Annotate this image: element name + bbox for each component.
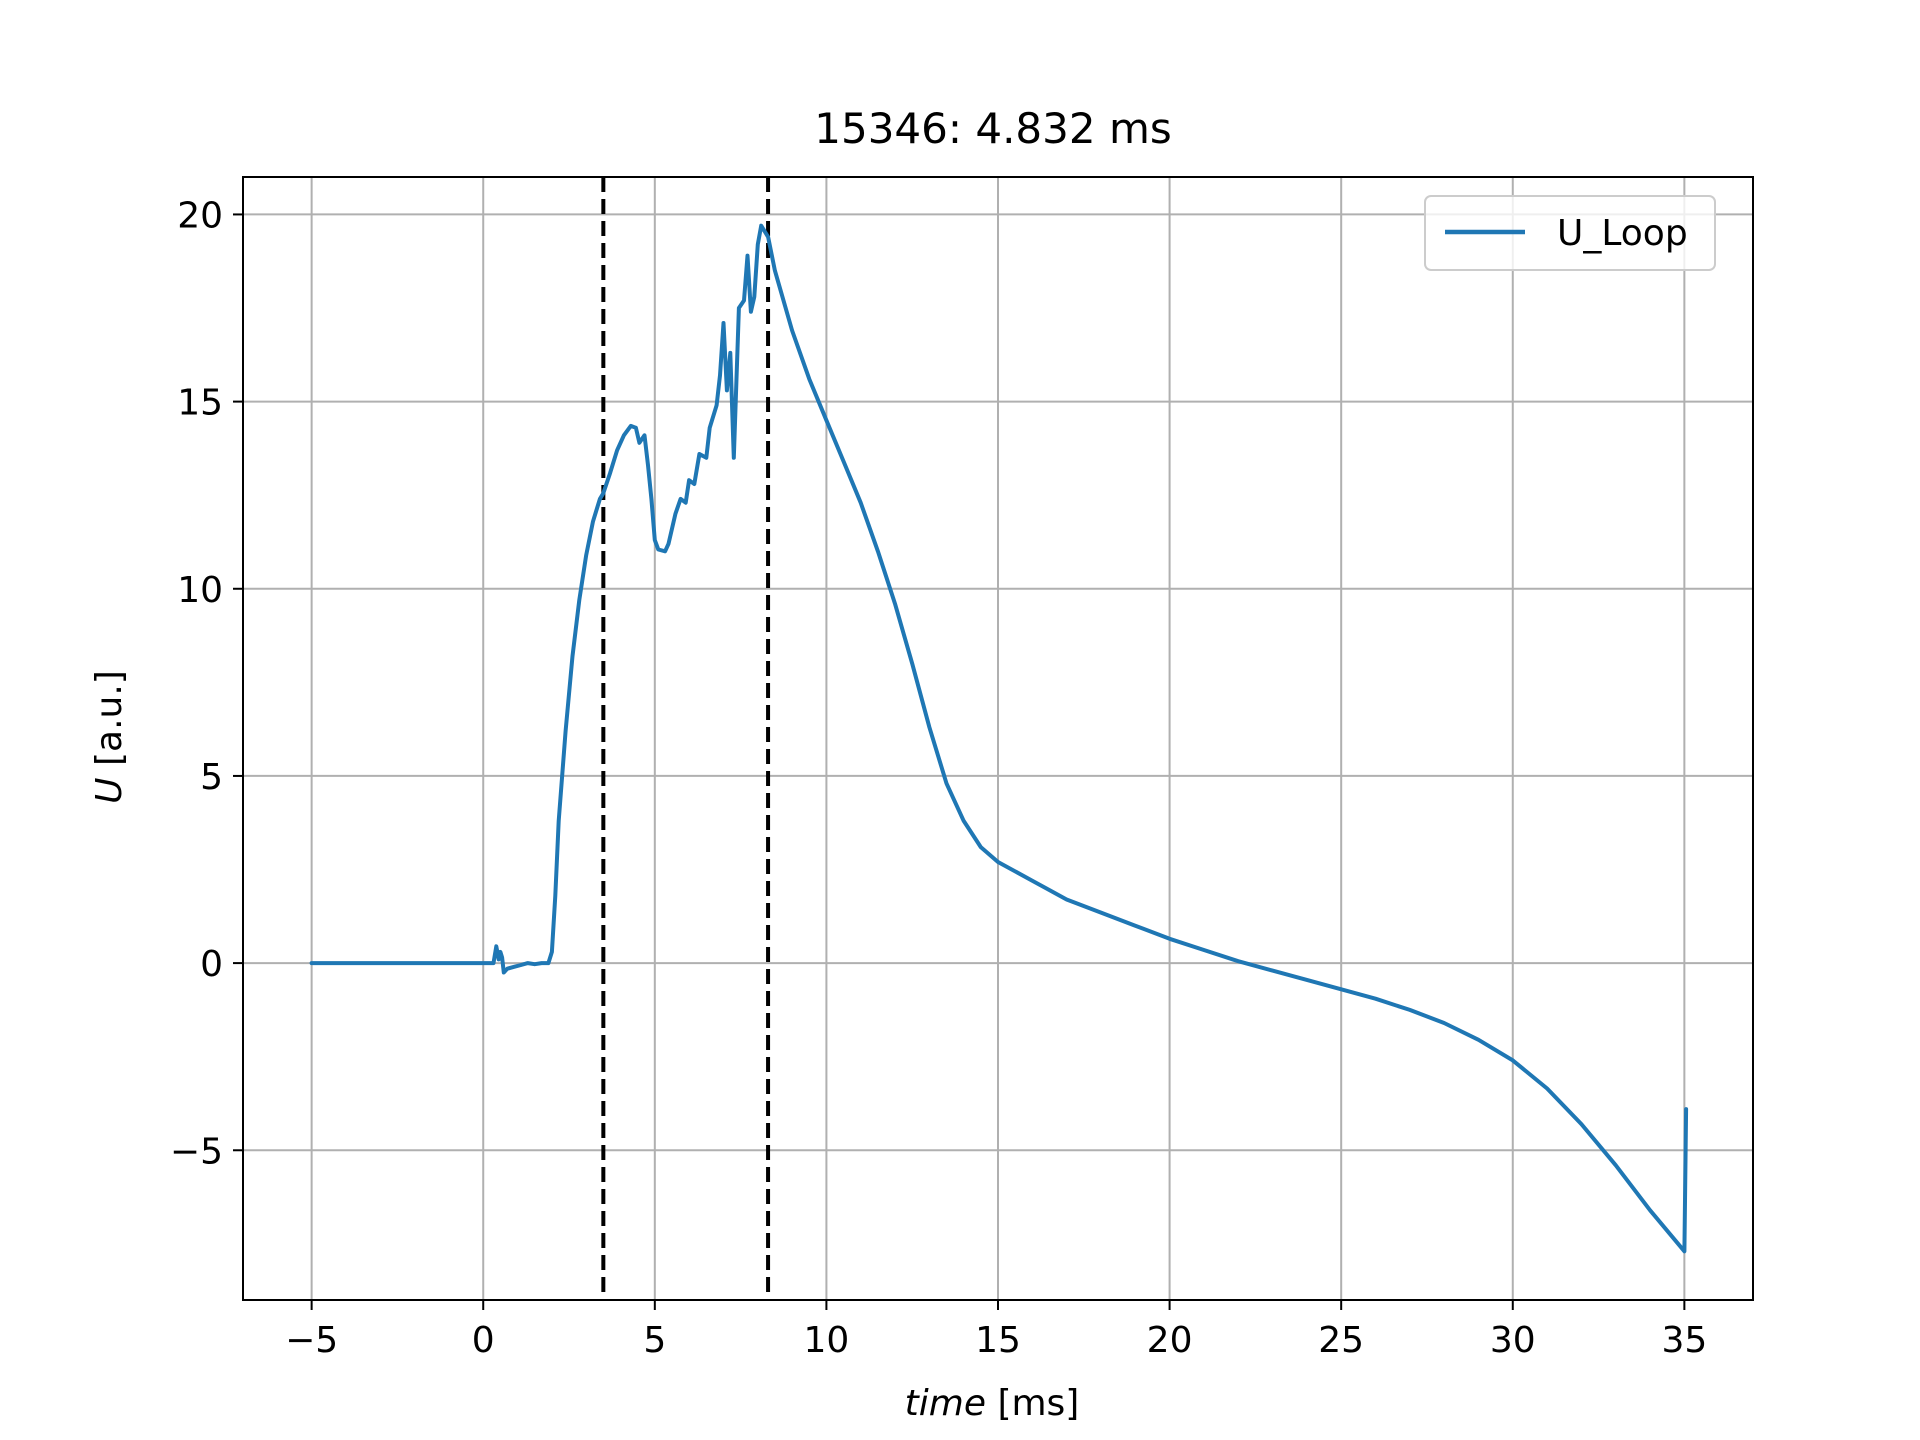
x-axis-ticks: −5 0 5 10 15 20 25 30 35 — [285, 1300, 1707, 1361]
x-tick-label: 5 — [643, 1320, 666, 1361]
legend-label: U_Loop — [1557, 213, 1688, 254]
x-tick-label: 0 — [472, 1320, 495, 1361]
y-tick-label: 0 — [200, 944, 223, 985]
grid — [243, 177, 1753, 1300]
x-tick-label: 15 — [975, 1320, 1021, 1361]
x-axis-label-unit: [ms] — [997, 1383, 1079, 1424]
x-axis-label: time [ms] — [905, 1383, 1080, 1424]
x-axis-label-quantity: time — [905, 1383, 986, 1424]
y-axis-label-unit: [a.u.] — [89, 670, 130, 766]
y-tick-label: 15 — [177, 383, 223, 424]
y-tick-label: 20 — [177, 195, 223, 236]
y-tick-label: 10 — [177, 570, 223, 611]
x-tick-label: 30 — [1490, 1320, 1536, 1361]
marker-lines — [601, 177, 771, 1300]
y-tick-label: 5 — [200, 757, 223, 798]
chart-title: 15346: 4.832 ms — [814, 104, 1172, 153]
legend-box — [1424, 195, 1716, 271]
x-tick-label: 10 — [804, 1320, 850, 1361]
y-axis-label: U [a.u.] — [89, 670, 130, 804]
x-tick-label: 25 — [1318, 1320, 1364, 1361]
series-lines — [309, 223, 1689, 1254]
y-tick-label: −5 — [170, 1131, 223, 1172]
y-axis-ticks: −5 0 5 10 15 20 — [170, 195, 243, 1172]
x-tick-label: −5 — [285, 1320, 338, 1361]
x-tick-label: 35 — [1661, 1320, 1707, 1361]
legend: U_Loop — [1424, 195, 1716, 271]
x-tick-label: 20 — [1147, 1320, 1193, 1361]
series-line-u-loop — [309, 223, 1689, 1254]
y-axis-label-quantity: U — [89, 777, 130, 803]
